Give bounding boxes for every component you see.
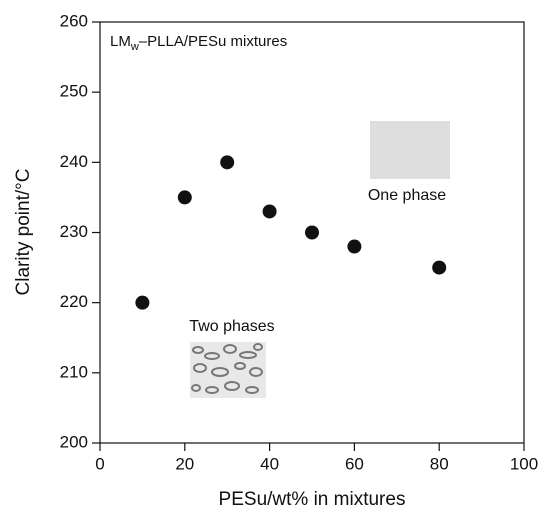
annotation: Two phases [189,318,274,335]
x-tick-label: 40 [260,454,279,473]
x-tick-label: 20 [175,454,194,473]
point [220,155,235,170]
y-tick-label: 230 [60,222,88,241]
title-subscript: w [130,41,139,53]
annotation: One phase [368,187,446,204]
x-tick-label: 80 [430,454,449,473]
y-tick-label: 220 [60,292,88,311]
title-rest: –PLLA/PESu mixtures [139,33,287,50]
x-axis-title: PESu/wt% in mixtures [219,489,406,510]
one-phase-swatch [370,121,450,179]
y-tick-label: 260 [60,11,88,30]
x-tick-label: 60 [345,454,364,473]
x-tick-label: 100 [510,454,538,473]
title-main: LM [110,33,131,50]
point [305,225,319,240]
point [432,260,447,275]
point [347,239,362,254]
point [177,190,192,205]
y-tick-label: 210 [60,362,88,381]
y-tick-label: 250 [60,82,88,101]
chart-title: LMw–PLLA/PESu mixtures [110,33,287,53]
y-tick-label: 240 [60,152,88,171]
y-tick-label: 200 [60,432,88,451]
point [262,204,277,219]
x-tick-label: 0 [95,454,104,473]
two-phase-texture [190,342,266,398]
y-axis-title: Clarity point/°C [13,169,34,296]
point [135,295,150,310]
